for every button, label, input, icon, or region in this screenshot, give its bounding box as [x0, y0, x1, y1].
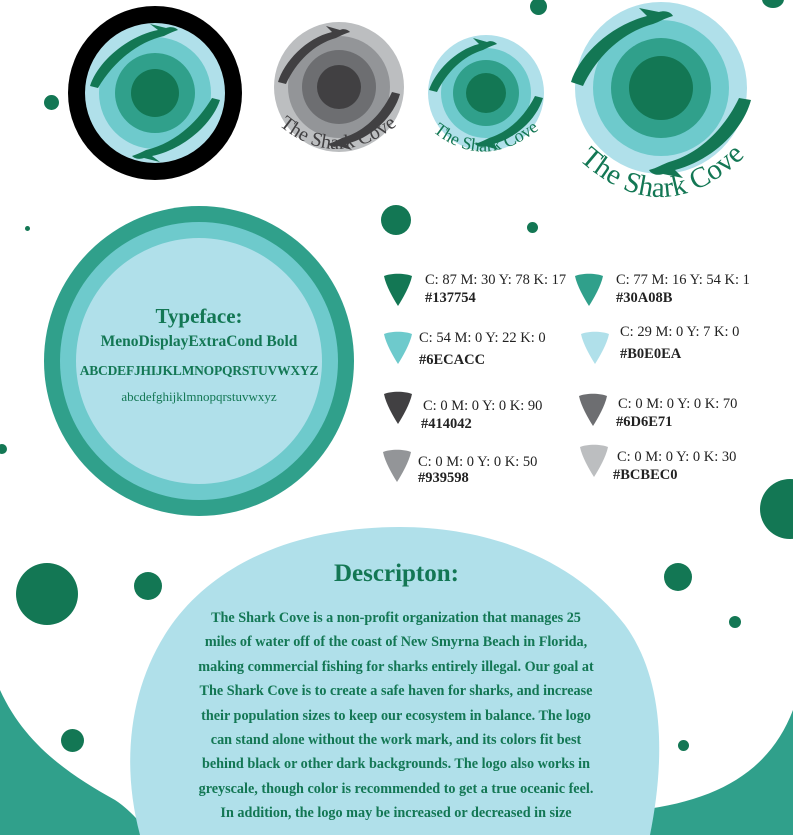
typeface-font-name: MenoDisplayExtraCond Bold [100, 332, 298, 350]
logo-dark-background [68, 6, 242, 180]
description-line: making commercial fishing for sharks ent… [198, 658, 594, 675]
swatch-cmyk: C: 0 M: 0 Y: 0 K: 70 [618, 396, 738, 412]
color-swatch: C: 0 M: 0 Y: 0 K: 70 #6D6E71 [578, 392, 778, 436]
description-line: greyscale, though color is recommended t… [198, 780, 594, 797]
decor-dot [0, 444, 7, 454]
description-line: miles of water off of the coast of New S… [204, 634, 588, 651]
decor-dot [25, 226, 30, 231]
description-line: The Shark Cove is a non-profit organizat… [211, 610, 581, 626]
decor-dot [530, 0, 547, 15]
shark-icon [571, 8, 673, 86]
color-swatch: C: 29 M: 0 Y: 7 K: 0 #B0E0EA [580, 324, 780, 368]
description-line: In addition, the logo may be increased o… [220, 805, 572, 822]
swatch-cmyk: C: 77 M: 16 Y: 54 K: 1 [616, 272, 750, 288]
swatch-hex: #939598 [418, 470, 469, 486]
decor-dot [678, 740, 689, 751]
decor-dot [134, 572, 162, 600]
swatch-hex: #137754 [425, 290, 476, 306]
shark-icon [649, 98, 751, 178]
color-swatch: C: 0 M: 0 Y: 0 K: 50 #939598 [382, 448, 582, 492]
swatch-hex: #6D6E71 [616, 414, 673, 430]
description-line: behind black or other dark backgrounds. … [201, 756, 591, 773]
shark-icon [475, 96, 543, 150]
decor-dot [61, 729, 84, 752]
swatch-cmyk: C: 0 M: 0 Y: 0 K: 50 [418, 454, 538, 470]
typeface-circle: Typeface: MenoDisplayExtraCond Bold ABCD… [44, 206, 354, 516]
swatch-cmyk: C: 87 M: 30 Y: 78 K: 17 [425, 272, 567, 288]
description-line: their population sizes to keep our ecosy… [201, 707, 591, 724]
color-swatch: C: 54 M: 0 Y: 22 K: 0 #6ECACC [383, 330, 583, 374]
shark-icon [328, 92, 400, 150]
swatch-hex: #B0E0EA [620, 346, 682, 362]
description-line: can stand alone without the work mark, a… [210, 732, 582, 749]
typeface-uppercase-sample: ABCDEFJHIJKLMNOPQRSTUVWXYZ [79, 362, 319, 378]
logo-color-large: The Shark Cove [567, 2, 755, 212]
typeface-lowercase-sample: abcdefghijklmnopqrstuvwxyz [121, 388, 277, 404]
decor-dot [527, 222, 538, 233]
logo-greyscale: The Shark Cove [274, 22, 404, 172]
decor-dot [729, 616, 741, 628]
color-swatch: C: 0 M: 0 Y: 0 K: 90 #414042 [383, 390, 583, 434]
color-swatch: C: 77 M: 16 Y: 54 K: 1 #30A08B [574, 272, 774, 316]
decor-dot [44, 95, 59, 110]
shark-icon [132, 98, 220, 162]
swatch-cmyk: C: 54 M: 0 Y: 22 K: 0 [419, 330, 546, 346]
swatch-hex: #6ECACC [419, 352, 486, 368]
decor-dot [16, 563, 78, 625]
shark-icon [429, 38, 497, 92]
logo-color-small: The Shark Cove [427, 35, 545, 172]
description-title: Descripton: [334, 560, 459, 587]
shark-icon [278, 26, 350, 84]
swatch-hex: #30A08B [616, 290, 673, 306]
color-swatch: C: 0 M: 0 Y: 0 K: 30 #BCBEC0 [579, 443, 779, 487]
decor-dot [762, 0, 784, 8]
swatch-cmyk: C: 0 M: 0 Y: 0 K: 90 [423, 398, 543, 414]
shark-icon [90, 24, 178, 88]
decor-dot [381, 205, 411, 235]
decor-dot [664, 563, 692, 591]
description-line: The Shark Cove is to create a safe haven… [199, 683, 593, 700]
typeface-title: Typeface: [155, 303, 243, 328]
swatch-cmyk: C: 29 M: 0 Y: 7 K: 0 [620, 324, 740, 340]
color-swatch: C: 87 M: 30 Y: 78 K: 17 #137754 [383, 272, 583, 316]
description-text: The Shark Cove is a non-profit organizat… [196, 606, 596, 826]
swatch-cmyk: C: 0 M: 0 Y: 0 K: 30 [617, 449, 737, 465]
swatch-hex: #414042 [421, 416, 472, 432]
swatch-hex: #BCBEC0 [613, 467, 678, 483]
